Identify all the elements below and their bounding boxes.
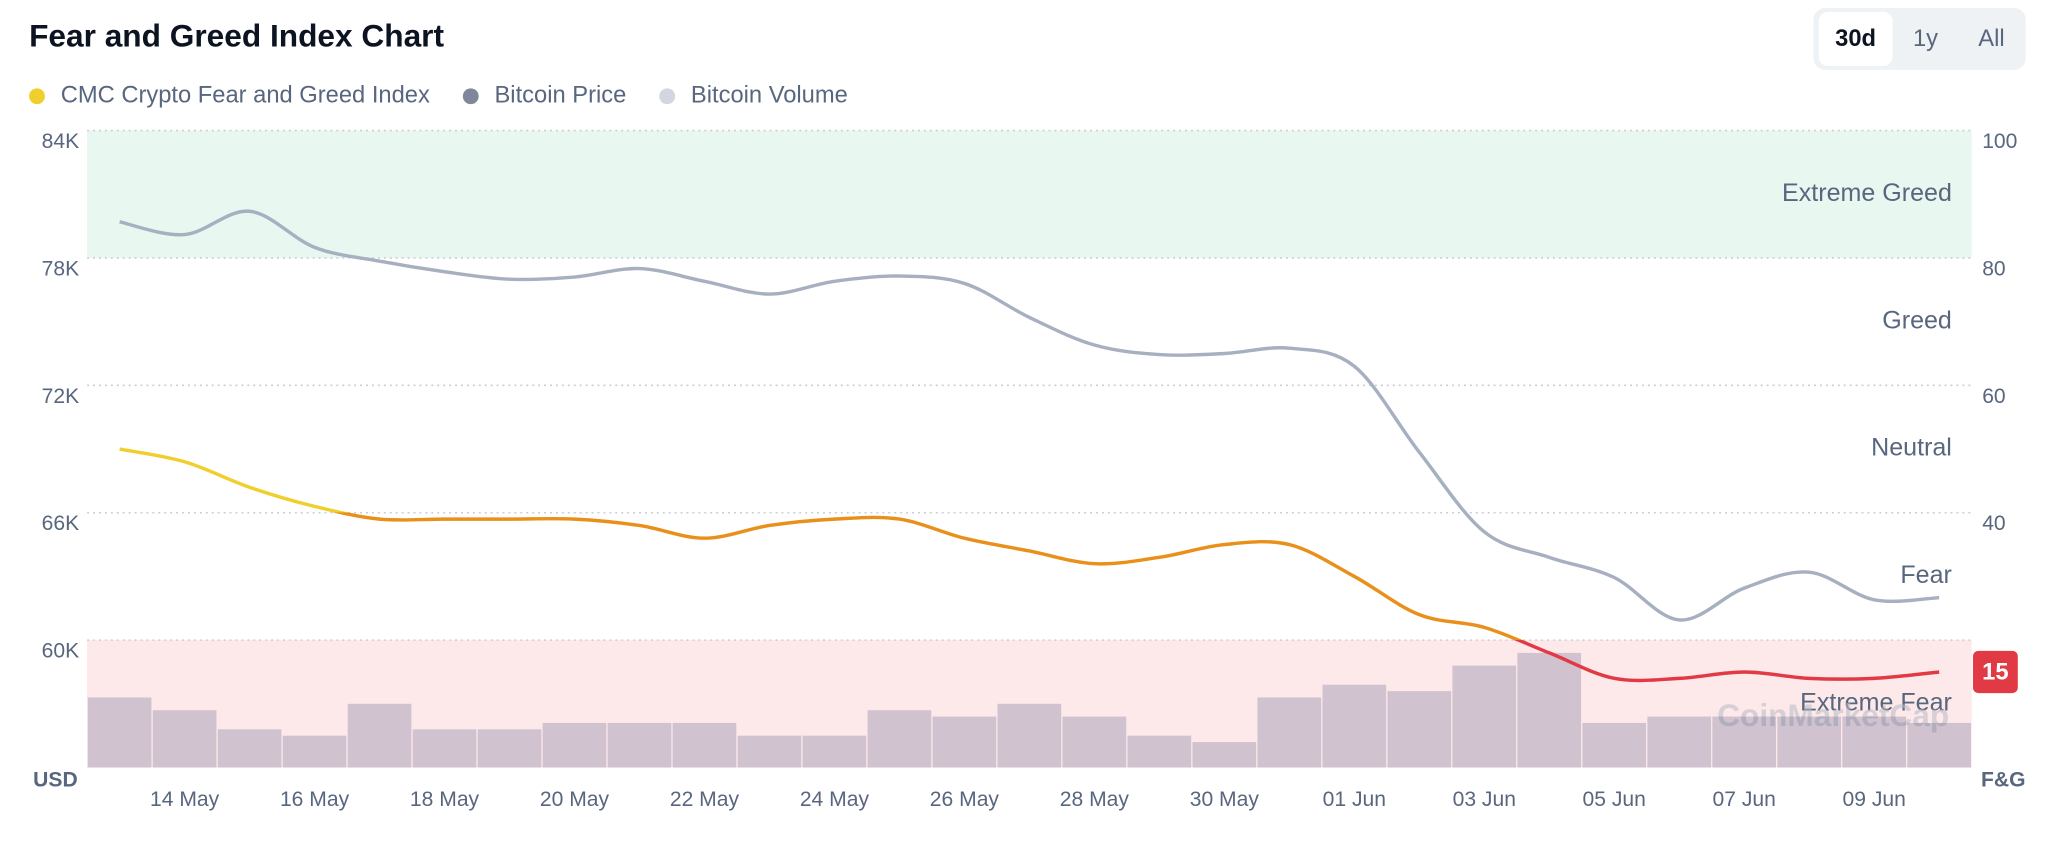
last-value-label: 15 xyxy=(1982,660,2008,686)
volume-bar xyxy=(1062,716,1127,768)
x-tick-label: 22 May xyxy=(670,788,740,811)
x-tick-label: 03 Jun xyxy=(1453,788,1516,811)
legend-marker xyxy=(659,88,676,105)
volume-bar xyxy=(542,722,607,768)
x-tick-label: 18 May xyxy=(410,788,480,811)
volume-bar xyxy=(152,710,217,768)
volume-bar xyxy=(932,716,997,768)
volume-bar xyxy=(1452,665,1517,768)
x-tick-label: 28 May xyxy=(1060,788,1130,811)
volume-bar xyxy=(347,703,412,768)
volume-bar xyxy=(282,735,347,768)
chart-title: Fear and Greed Index Chart xyxy=(29,18,444,54)
zone-label: Neutral xyxy=(1871,434,1952,462)
volume-bar xyxy=(1192,742,1257,768)
x-tick-label: 07 Jun xyxy=(1713,788,1776,811)
volume-bar xyxy=(1322,684,1387,768)
y2-axis-label: F&G xyxy=(1981,768,2026,791)
y-tick-label: 60K xyxy=(42,640,80,663)
legend-marker xyxy=(462,88,479,105)
x-tick-label: 26 May xyxy=(930,788,1000,811)
y-tick-label: 84K xyxy=(42,130,80,153)
volume-bar xyxy=(997,703,1062,768)
range-button[interactable]: All xyxy=(1978,26,2004,52)
legend-marker xyxy=(29,88,45,105)
y2-tick-label: 60 xyxy=(1982,385,2005,408)
volume-bar xyxy=(1712,716,1777,768)
x-tick-label: 30 May xyxy=(1190,788,1260,811)
x-tick-label: 14 May xyxy=(150,788,220,811)
y2-tick-label: 40 xyxy=(1982,512,2005,535)
zone-label: Extreme Fear xyxy=(1800,688,1952,716)
plot-area: Extreme Fear Fear Neutral Greed Extreme Gree… xyxy=(33,129,2026,811)
y-tick-label: 78K xyxy=(42,257,80,280)
volume-bar xyxy=(1777,716,1842,768)
x-tick-label: 01 Jun xyxy=(1323,788,1386,811)
y-tick-label: 66K xyxy=(42,512,80,535)
x-tick-label: 05 Jun xyxy=(1583,788,1646,811)
volume-bar xyxy=(217,729,282,768)
zone-label: Greed xyxy=(1882,306,1952,334)
range-button[interactable]: 1y xyxy=(1913,26,1938,52)
x-tick-label: 16 May xyxy=(280,788,350,811)
volume-bar xyxy=(867,710,932,768)
y-axis-label: USD xyxy=(33,768,78,791)
x-tick-label: 24 May xyxy=(800,788,870,811)
fear-greed-line xyxy=(119,447,1940,683)
volume-bar xyxy=(1517,652,1582,768)
zone-label: Fear xyxy=(1900,561,1952,589)
volume-bar xyxy=(1647,716,1712,768)
legend-label: Bitcoin Volume xyxy=(691,83,848,109)
volume-bar xyxy=(1842,716,1907,768)
legend-label: CMC Crypto Fear and Greed Index xyxy=(61,83,430,109)
zone-label: Extreme Greed xyxy=(1782,179,1952,207)
volume-bar xyxy=(737,735,802,768)
y2-tick-label: 100 xyxy=(1982,130,2017,153)
range-button-bg[interactable] xyxy=(1818,11,1893,66)
volume-bar xyxy=(672,722,737,768)
zone-band xyxy=(87,130,1972,258)
legend-label: Bitcoin Price xyxy=(494,83,626,109)
volume-bar xyxy=(1127,735,1192,768)
x-tick-label: 09 Jun xyxy=(1843,788,1906,811)
y-tick-label: 72K xyxy=(42,385,80,408)
price-line xyxy=(119,209,1940,622)
volume-bar xyxy=(1257,697,1322,768)
volume-bar xyxy=(1582,722,1647,768)
range-button[interactable]: 30d xyxy=(1835,26,1876,52)
volume-bar xyxy=(87,697,152,768)
volume-bar xyxy=(412,729,477,768)
volume-bar xyxy=(477,729,542,768)
x-tick-label: 20 May xyxy=(540,788,610,811)
volume-bar xyxy=(607,722,672,768)
volume-bar xyxy=(802,735,867,768)
y2-tick-label: 80 xyxy=(1982,257,2005,280)
volume-bar xyxy=(1387,691,1452,768)
last-value-badge xyxy=(1972,650,2018,694)
volume-bar xyxy=(1907,722,1971,768)
